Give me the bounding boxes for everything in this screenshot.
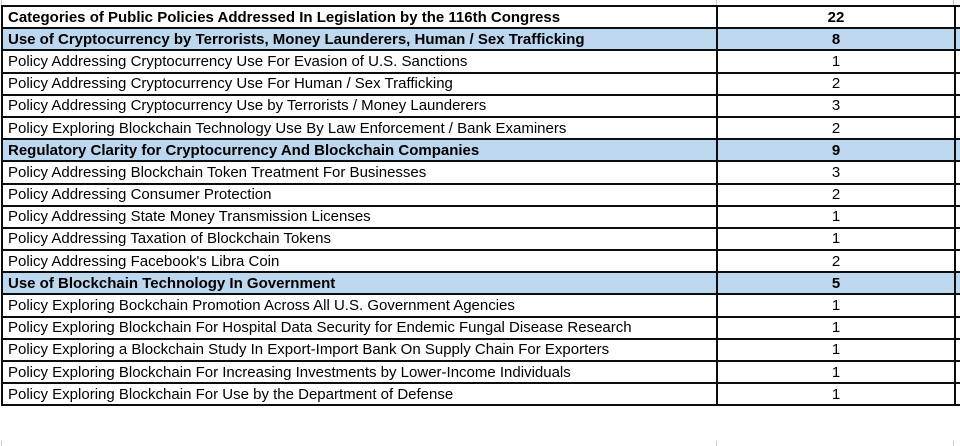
policy-count-cell: 1 (716, 226, 956, 252)
policy-count-cell: 2 (716, 71, 956, 96)
policy-count-table: Categories of Public Policies Addressed … (1, 4, 960, 407)
policy-count-cell: 3 (716, 160, 956, 185)
table-row: Policy Addressing State Money Transmissi… (1, 204, 960, 229)
policy-count-cell: 1 (716, 382, 956, 407)
clipped-edge-cell (954, 49, 960, 74)
clipped-edge-cell (954, 115, 960, 141)
table-row: Use of Cryptocurrency by Terrorists, Mon… (1, 27, 960, 52)
partial-row-top (0, 0, 960, 5)
policy-count-cell: 1 (716, 359, 956, 385)
policy-label-cell: Use of Cryptocurrency by Terrorists, Mon… (1, 27, 718, 52)
policy-count-cell: 1 (716, 315, 956, 340)
table-row: Policy Addressing Cryptocurrency Use For… (1, 49, 960, 74)
policy-count-cell: 1 (716, 204, 956, 229)
policy-label-cell: Policy Addressing Consumer Protection (1, 182, 718, 207)
policy-count-cell: 1 (716, 337, 956, 363)
policy-label-cell: Policy Addressing State Money Transmissi… (1, 204, 718, 229)
clipped-edge-cell (954, 71, 960, 96)
clipped-edge-cell (954, 249, 960, 274)
clipped-edge-cell (954, 204, 960, 229)
table-row: Policy Addressing Taxation of Blockchain… (1, 226, 960, 252)
gridline (716, 0, 717, 5)
policy-label-cell: Policy Exploring Blockchain Technology U… (1, 115, 718, 141)
policy-label-cell: Policy Addressing Cryptocurrency Use by … (1, 93, 718, 118)
clipped-edge-cell (954, 271, 960, 296)
table-row: Policy Addressing Cryptocurrency Use by … (1, 93, 960, 118)
table-row: Policy Addressing Consumer Protection 2 (1, 182, 960, 207)
policy-label-cell: Policy Exploring Blockchain For Increasi… (1, 359, 718, 385)
policy-count-cell: 2 (716, 182, 956, 207)
clipped-edge-cell (954, 182, 960, 207)
policy-count-cell: 22 (716, 4, 956, 30)
gridline (716, 441, 717, 446)
clipped-edge-cell (954, 93, 960, 118)
clipped-edge-cell (954, 337, 960, 363)
clipped-edge-cell (954, 27, 960, 52)
policy-count-cell: 9 (716, 138, 956, 163)
table-row: Policy Addressing Blockchain Token Treat… (1, 160, 960, 185)
clipped-edge-cell (954, 359, 960, 385)
policy-count-cell: 1 (716, 293, 956, 318)
policy-label-cell: Regulatory Clarity for Cryptocurrency An… (1, 138, 718, 163)
policy-count-cell: 3 (716, 93, 956, 118)
policy-label-cell: Policy Addressing Cryptocurrency Use For… (1, 49, 718, 74)
table-row: Policy Exploring a Blockchain Study In E… (1, 337, 960, 363)
clipped-edge-cell (954, 293, 960, 318)
table-row: Policy Exploring Blockchain Technology U… (1, 115, 960, 141)
policy-label-cell: Policy Exploring a Blockchain Study In E… (1, 337, 718, 363)
policy-label-cell: Categories of Public Policies Addressed … (1, 4, 718, 30)
clipped-edge-cell (954, 4, 960, 30)
clipped-edge-cell (954, 315, 960, 340)
gridline (1, 0, 2, 5)
gridline (953, 441, 954, 446)
policy-label-cell: Use of Blockchain Technology In Governme… (1, 271, 718, 296)
policy-label-cell: Policy Addressing Facebook's Libra Coin (1, 249, 718, 274)
table-row: Policy Exploring Bockchain Promotion Acr… (1, 293, 960, 318)
gridline (1, 441, 2, 446)
clipped-edge-cell (954, 160, 960, 185)
policy-label-cell: Policy Addressing Blockchain Token Treat… (1, 160, 718, 185)
policy-table-body: Categories of Public Policies Addressed … (1, 4, 960, 407)
partial-row-bottom (0, 441, 960, 446)
policy-count-cell: 2 (716, 249, 956, 274)
policy-label-cell: Policy Exploring Bockchain Promotion Acr… (1, 293, 718, 318)
clipped-edge-cell (954, 138, 960, 163)
policy-label-cell: Policy Addressing Taxation of Blockchain… (1, 226, 718, 252)
table-row: Policy Addressing Facebook's Libra Coin 2 (1, 249, 960, 274)
table-row: Categories of Public Policies Addressed … (1, 4, 960, 30)
policy-count-cell: 2 (716, 115, 956, 141)
policy-label-cell: Policy Exploring Blockchain For Use by t… (1, 382, 718, 407)
table-row: Policy Addressing Cryptocurrency Use For… (1, 71, 960, 96)
policy-count-cell: 1 (716, 49, 956, 74)
policy-count-cell: 5 (716, 271, 956, 296)
table-row: Policy Exploring Blockchain For Increasi… (1, 359, 960, 385)
policy-label-cell: Policy Exploring Blockchain For Hospital… (1, 315, 718, 340)
table-row: Use of Blockchain Technology In Governme… (1, 271, 960, 296)
clipped-edge-cell (954, 226, 960, 252)
table-row: Policy Exploring Blockchain For Use by t… (1, 382, 960, 407)
policy-count-cell: 8 (716, 27, 956, 52)
table-row: Regulatory Clarity for Cryptocurrency An… (1, 138, 960, 163)
policy-label-cell: Policy Addressing Cryptocurrency Use For… (1, 71, 718, 96)
clipped-edge-cell (954, 382, 960, 407)
table-row: Policy Exploring Blockchain For Hospital… (1, 315, 960, 340)
gridline (953, 0, 954, 5)
